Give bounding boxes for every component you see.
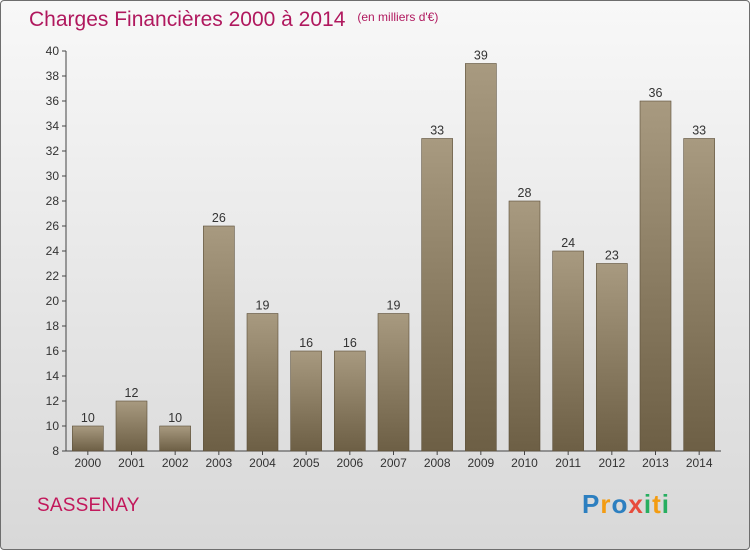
y-tick-label: 32 xyxy=(46,144,60,158)
data-label-2011: 24 xyxy=(561,236,575,250)
bar-2005 xyxy=(290,350,322,452)
x-tick-label-2003: 2003 xyxy=(205,456,232,470)
x-tick-label-2005: 2005 xyxy=(293,456,320,470)
data-label-2012: 23 xyxy=(605,249,619,263)
logo-letter: r xyxy=(600,489,612,519)
y-tick-label: 14 xyxy=(46,369,60,383)
bar-2004 xyxy=(246,313,279,452)
y-tick-label: 22 xyxy=(46,269,60,283)
bar-2010 xyxy=(508,200,541,452)
y-tick-label: 20 xyxy=(46,294,60,308)
x-tick-label-2000: 2000 xyxy=(74,456,101,470)
chart-title: Charges Financières 2000 à 2014 (en milli… xyxy=(29,8,438,32)
x-tick-label-2001: 2001 xyxy=(118,456,145,470)
chart-subtitle: (en milliers d'€) xyxy=(357,10,439,24)
x-tick-label-2014: 2014 xyxy=(686,456,713,470)
bar-2011 xyxy=(552,250,584,452)
y-tick-label: 18 xyxy=(46,319,60,333)
logo-letter: i xyxy=(643,489,653,519)
bar-2008 xyxy=(421,138,453,452)
y-tick-label: 24 xyxy=(46,244,60,258)
data-label-2001: 12 xyxy=(125,386,139,400)
x-tick-label-2007: 2007 xyxy=(380,456,407,470)
logo-letter: x xyxy=(628,489,644,519)
chart-title-text: Charges Financières 2000 à 2014 xyxy=(29,8,346,31)
x-tick-label-2011: 2011 xyxy=(555,456,581,470)
logo-letter: t xyxy=(652,489,662,519)
bar-2000 xyxy=(72,425,104,452)
logo-letter: P xyxy=(582,489,601,519)
data-label-2013: 36 xyxy=(649,86,663,100)
bar-2002 xyxy=(159,425,191,452)
y-tick-label: 26 xyxy=(46,219,60,233)
data-label-2007: 19 xyxy=(387,299,401,313)
data-label-2000: 10 xyxy=(81,411,95,425)
x-tick-label-2004: 2004 xyxy=(249,456,276,470)
y-tick-label: 8 xyxy=(52,444,59,458)
x-tick-label-2013: 2013 xyxy=(642,456,669,470)
bar-2007 xyxy=(377,313,410,452)
y-tick-label: 36 xyxy=(46,94,60,108)
x-tick-label-2002: 2002 xyxy=(162,456,189,470)
bar-2003 xyxy=(203,225,235,452)
bar-2013 xyxy=(639,100,672,452)
data-label-2003: 26 xyxy=(212,211,226,225)
y-tick-label: 40 xyxy=(46,44,60,58)
town-name: SASSENAY xyxy=(37,495,140,516)
y-tick-label: 10 xyxy=(46,419,60,433)
y-tick-label: 12 xyxy=(46,394,60,408)
y-tick-label: 28 xyxy=(46,194,60,208)
data-label-2009: 39 xyxy=(474,49,488,63)
bar-2009 xyxy=(465,63,497,452)
bar-2012 xyxy=(596,263,628,452)
data-label-2014: 33 xyxy=(692,124,706,138)
proxiti-logo[interactable]: Proxiti xyxy=(582,489,670,520)
bar-2006 xyxy=(334,350,366,452)
data-label-2006: 16 xyxy=(343,336,357,350)
bar-2014 xyxy=(683,138,715,452)
x-tick-label-2006: 2006 xyxy=(336,456,363,470)
x-tick-label-2012: 2012 xyxy=(598,456,625,470)
data-label-2010: 28 xyxy=(518,186,532,200)
data-label-2005: 16 xyxy=(299,336,313,350)
data-label-2002: 10 xyxy=(168,411,182,425)
bars xyxy=(72,63,715,452)
data-label-2004: 19 xyxy=(256,299,270,313)
bar-2001 xyxy=(115,400,148,452)
y-tick-label: 30 xyxy=(46,169,60,183)
y-tick-label: 34 xyxy=(46,119,60,133)
logo-letter: i xyxy=(661,489,670,519)
data-label-2008: 33 xyxy=(430,124,444,138)
logo-letter: o xyxy=(611,489,629,519)
x-tick-label-2009: 2009 xyxy=(467,456,494,470)
y-tick-label: 38 xyxy=(46,69,60,83)
y-tick-label: 16 xyxy=(46,344,60,358)
x-tick-label-2010: 2010 xyxy=(511,456,538,470)
x-tick-label-2008: 2008 xyxy=(424,456,451,470)
data-labels: 10 12 10 26 19 16 16 19 33 39 28 24 23 36 33 xyxy=(81,49,706,426)
